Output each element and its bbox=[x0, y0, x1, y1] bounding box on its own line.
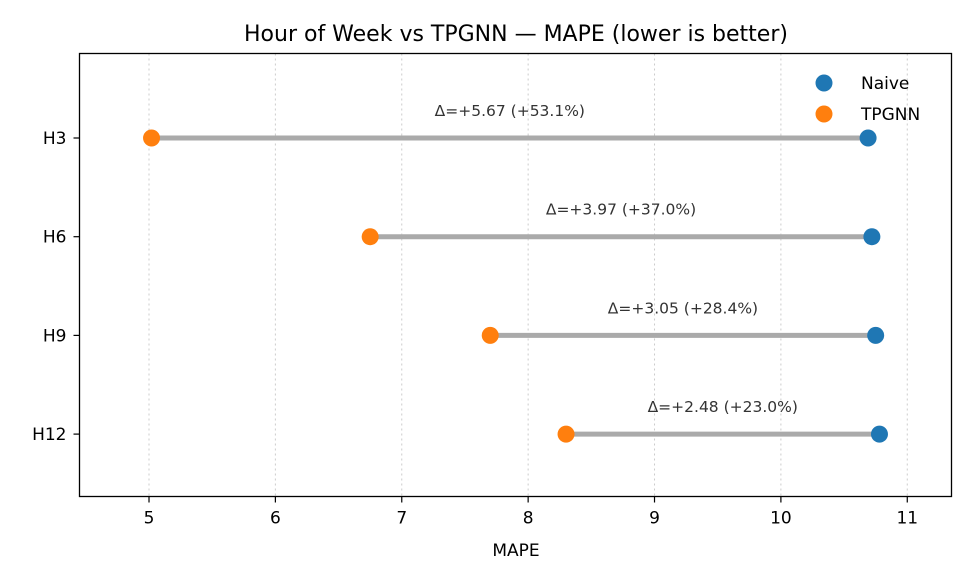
y-axis-ticks: H3 H6 H9 H12 bbox=[32, 129, 80, 445]
legend-label: Naive bbox=[861, 74, 909, 94]
naive-point bbox=[863, 228, 881, 246]
tpgnn-point bbox=[481, 326, 499, 344]
legend: Naive TPGNN bbox=[815, 74, 920, 125]
tpgnn-point bbox=[557, 425, 575, 443]
delta-annotation: Δ=+2.48 (+23.0%) bbox=[648, 398, 798, 416]
naive-point bbox=[859, 129, 877, 147]
naive-point bbox=[867, 326, 885, 344]
chart-title: Hour of Week vs TPGNN — MAPE (lower is b… bbox=[244, 22, 788, 47]
tpgnn-point bbox=[361, 228, 379, 246]
x-gridlines bbox=[148, 53, 908, 497]
naive-point bbox=[870, 425, 888, 443]
legend-marker bbox=[815, 74, 833, 92]
y-tick-label: H6 bbox=[43, 228, 67, 248]
x-axis-ticks: 5 6 7 8 9 10 11 bbox=[144, 496, 918, 529]
delta-annotation: Δ=+3.05 (+28.4%) bbox=[608, 299, 758, 317]
y-tick-label: H3 bbox=[43, 129, 67, 149]
x-tick-label: 6 bbox=[270, 509, 281, 529]
y-tick-label: H12 bbox=[32, 425, 66, 445]
x-tick-label: 5 bbox=[144, 509, 155, 529]
x-tick-label: 8 bbox=[523, 509, 534, 529]
tpgnn-point bbox=[143, 129, 161, 147]
x-axis-label: MAPE bbox=[492, 541, 539, 561]
connector-lines bbox=[151, 135, 880, 437]
data-points bbox=[143, 129, 888, 443]
plot-frame bbox=[78, 52, 953, 498]
delta-annotations: Δ=+5.67 (+53.1%) Δ=+3.97 (+37.0%) Δ=+3.05 … bbox=[435, 102, 798, 416]
delta-annotation: Δ=+5.67 (+53.1%) bbox=[435, 102, 585, 120]
x-tick-label: 7 bbox=[396, 509, 407, 529]
x-tick-label: 9 bbox=[649, 509, 660, 529]
y-tick-label: H9 bbox=[43, 326, 67, 346]
x-tick-label: 10 bbox=[770, 509, 792, 529]
legend-label: TPGNN bbox=[860, 105, 920, 125]
x-tick-label: 11 bbox=[896, 509, 918, 529]
legend-marker bbox=[815, 105, 833, 123]
delta-annotation: Δ=+3.97 (+37.0%) bbox=[546, 201, 696, 219]
